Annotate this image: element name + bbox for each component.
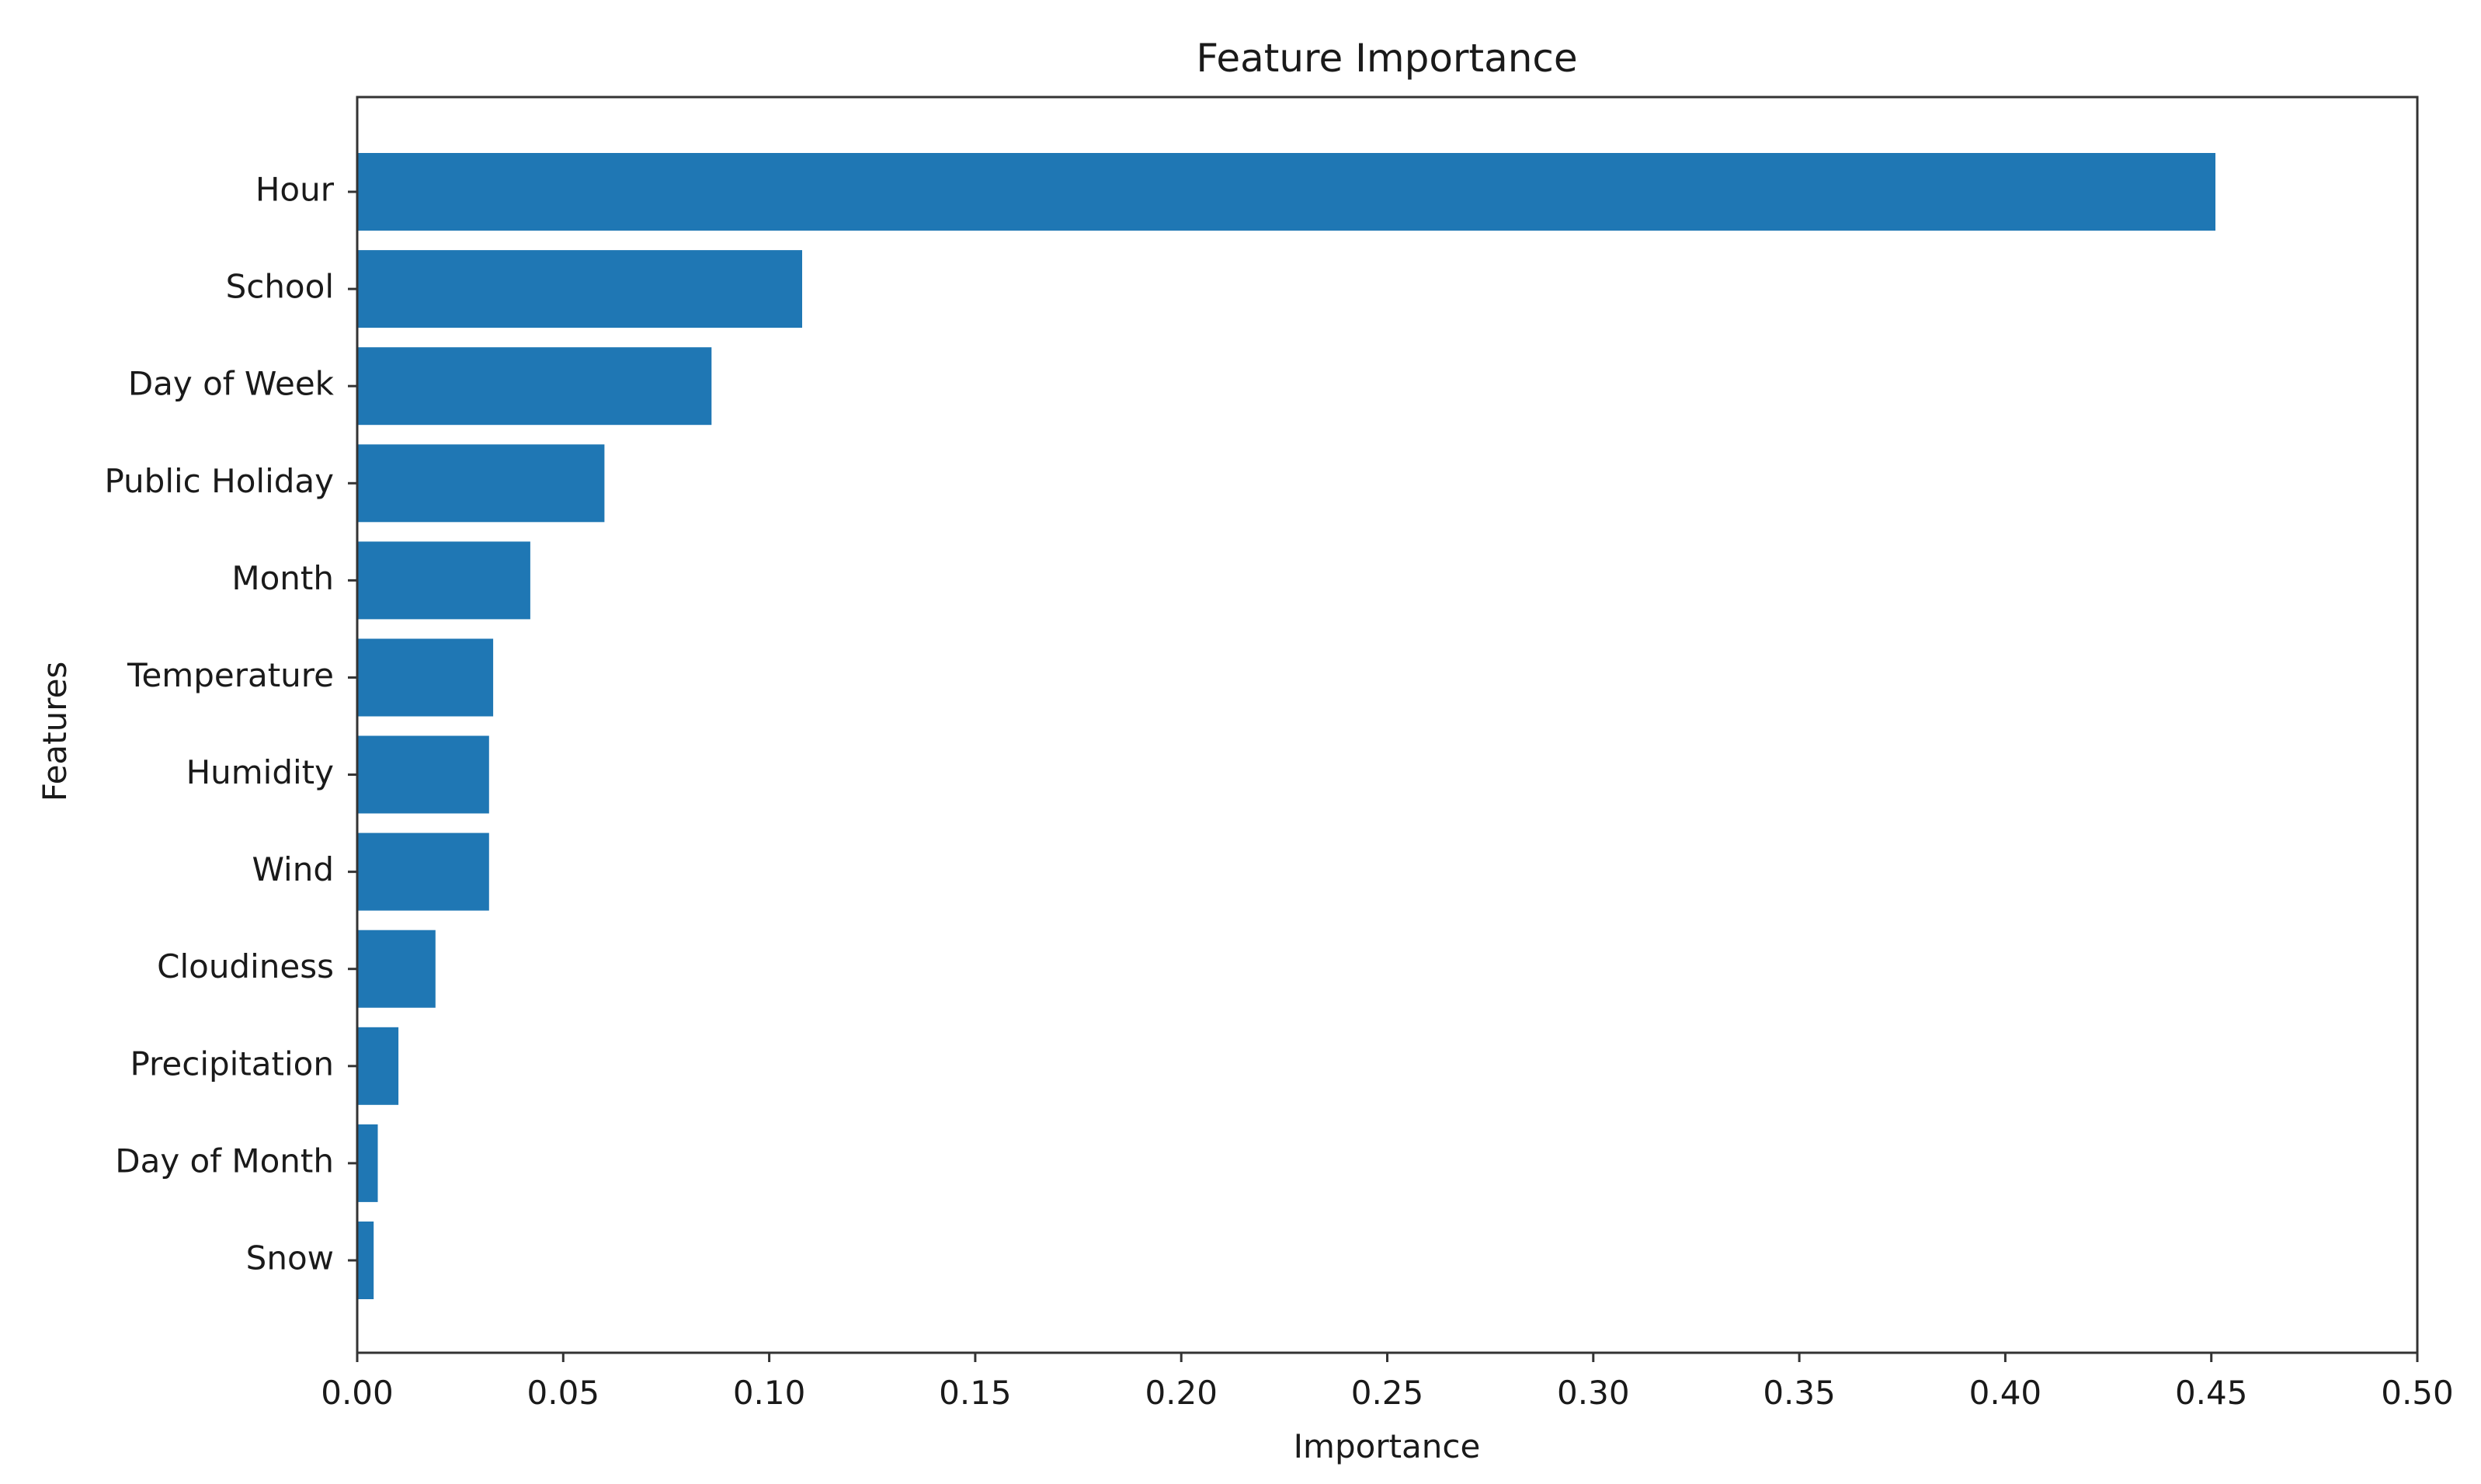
x-tick-label: 0.00 (321, 1374, 394, 1412)
bar-precipitation (357, 1027, 399, 1105)
bar-day-of-month (357, 1124, 378, 1202)
y-tick-label: Precipitation (130, 1044, 334, 1083)
bar-snow (357, 1222, 374, 1299)
bar-cloudiness (357, 930, 436, 1008)
y-axis: Hour School Day of Week Public Holiday Month… (104, 171, 357, 1277)
y-tick-label: Public Holiday (104, 462, 334, 500)
bar-day-of-week (357, 347, 712, 426)
bar-hour (357, 153, 2215, 231)
x-axis-title: Importance (1294, 1427, 1481, 1465)
plot-frame (356, 96, 2419, 1354)
x-tick-label: 0.35 (1763, 1374, 1836, 1412)
y-tick-label: Cloudiness (157, 947, 334, 985)
bar-humidity (357, 735, 489, 814)
bar-school (357, 250, 802, 328)
y-tick-label: Temperature (127, 656, 334, 694)
chart-title: Feature Importance (1196, 36, 1577, 81)
x-tick-label: 0.40 (1969, 1374, 2042, 1412)
y-tick-label: Humidity (186, 753, 334, 791)
x-tick-label: 0.25 (1351, 1374, 1424, 1412)
x-tick-label: 0.45 (2175, 1374, 2248, 1412)
bar-public-holiday (357, 444, 605, 523)
y-tick-label: Snow (246, 1239, 334, 1277)
x-tick-label: 0.20 (1145, 1374, 1218, 1412)
y-tick-label: Hour (255, 171, 335, 209)
y-tick-label: Day of Month (115, 1142, 334, 1180)
y-tick-label: Month (231, 559, 334, 597)
x-tick-label: 0.50 (2381, 1374, 2454, 1412)
y-tick-label: Day of Week (128, 365, 335, 403)
y-tick-label: Wind (252, 850, 334, 888)
x-axis: 0.00 0.05 0.10 0.15 0.20 0.25 0.30 0.35 0.40 0.45… (321, 1353, 2454, 1412)
bars-layer (357, 153, 2215, 1299)
x-tick-label: 0.15 (939, 1374, 1012, 1412)
x-tick-label: 0.30 (1557, 1374, 1630, 1412)
bar-month (357, 541, 530, 620)
x-tick-label: 0.05 (527, 1374, 600, 1412)
bar-temperature (357, 638, 494, 717)
y-tick-label: School (226, 268, 334, 306)
y-axis-title: Features (36, 662, 74, 802)
bar-wind (357, 832, 489, 911)
x-tick-label: 0.10 (733, 1374, 806, 1412)
